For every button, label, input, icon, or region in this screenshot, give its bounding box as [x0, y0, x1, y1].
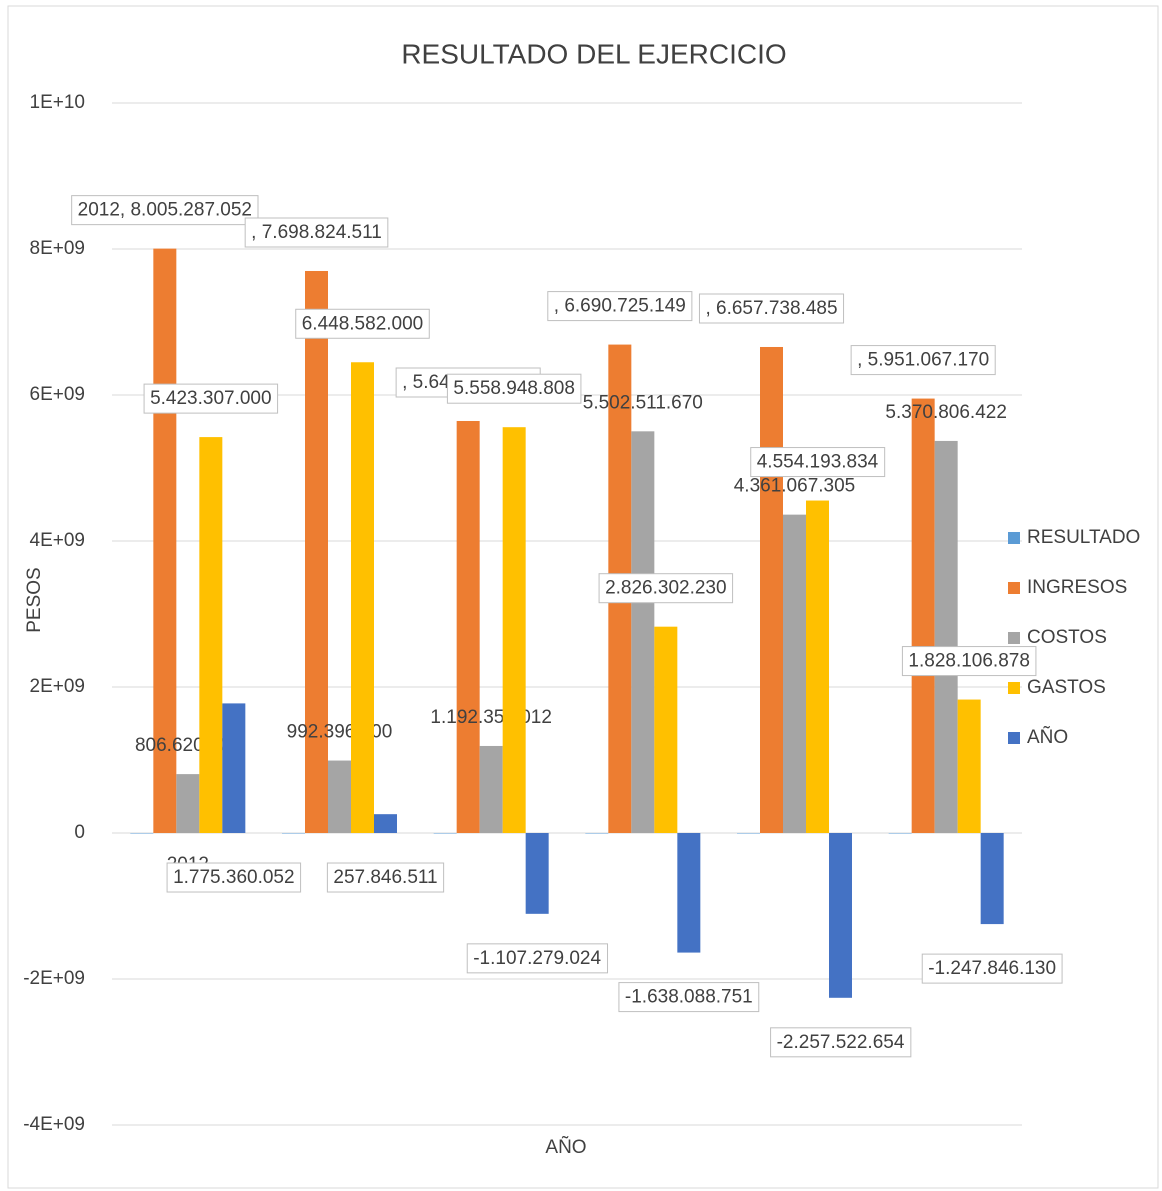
data-label: 2.826.302.230 — [605, 578, 727, 599]
data-label: 5.558.948.808 — [453, 378, 575, 399]
chart-border — [7, 5, 1159, 1189]
data-label: 6.448.582.000 — [302, 313, 424, 334]
data-label: -1.247.846.130 — [928, 958, 1056, 979]
bar — [934, 440, 958, 833]
bar — [130, 833, 154, 834]
data-label-box — [466, 943, 609, 974]
data-label: 2012, 8.005.287.052 — [78, 200, 252, 221]
y-tick-label: 6E+09 — [30, 384, 85, 405]
data-label-box — [698, 293, 845, 324]
legend-label: COSTOS — [1027, 627, 1107, 648]
data-label: , 6.657.738.485 — [705, 298, 837, 319]
data-label: 1.828.106.878 — [908, 651, 1030, 672]
legend-label: INGRESOS — [1027, 577, 1127, 598]
legend-label: GASTOS — [1027, 677, 1106, 698]
chart-title: RESULTADO DEL EJERCICIO — [401, 38, 786, 69]
bar — [351, 362, 374, 833]
bar — [305, 270, 328, 833]
bar — [760, 346, 783, 833]
y-tick-label: 2E+09 — [30, 676, 85, 697]
x-axis-title: AÑO — [545, 1136, 586, 1158]
bar — [374, 814, 397, 833]
data-label: 1.775.360.052 — [173, 867, 295, 888]
bar — [911, 398, 935, 833]
bar — [433, 833, 457, 834]
legend-label: AÑO — [1027, 726, 1068, 748]
bar — [783, 514, 806, 833]
data-label: 5.370.806.422 — [885, 402, 1007, 423]
data-label-box — [295, 308, 430, 339]
data-label: , 7.698.824.511 — [251, 222, 382, 243]
bar — [957, 699, 981, 833]
bar — [585, 833, 609, 834]
data-label-box — [921, 953, 1063, 984]
data-label-box — [71, 195, 259, 226]
legend-swatch — [1008, 582, 1020, 594]
data-label-box — [618, 982, 760, 1013]
data-label: 257.846.511 — [333, 867, 437, 888]
legend-swatch — [1008, 632, 1020, 644]
bar — [806, 500, 829, 833]
data-label: , 5.951.067.170 — [857, 350, 989, 371]
bar — [222, 703, 246, 833]
legend-swatch — [1008, 682, 1020, 694]
data-label-box — [143, 383, 279, 414]
bar — [479, 745, 503, 833]
bar — [456, 420, 480, 833]
y-tick-label: 1E+10 — [30, 92, 85, 113]
legend-label: RESULTADO — [1027, 527, 1140, 548]
data-label-box — [244, 217, 389, 248]
data-label-box — [770, 1027, 912, 1058]
bar — [737, 833, 760, 834]
data-label-box — [850, 345, 996, 376]
bar — [980, 833, 1004, 925]
data-label-box — [750, 447, 886, 478]
legend-swatch — [1008, 532, 1020, 544]
data-label-box — [901, 646, 1037, 677]
y-tick-label: 4E+09 — [30, 530, 85, 551]
y-tick-label: -2E+09 — [23, 968, 85, 989]
data-label: 4.554.193.834 — [757, 452, 879, 473]
data-label: 992.396.000 — [287, 722, 393, 743]
y-tick-label: 0 — [74, 822, 85, 843]
data-label: -1.638.088.751 — [625, 987, 753, 1008]
data-label: 4.361.067.305 — [734, 476, 856, 497]
bar — [829, 833, 852, 998]
data-label: -2.257.522.654 — [777, 1032, 905, 1053]
y-tick-label: -4E+09 — [23, 1114, 85, 1135]
bar — [888, 833, 912, 834]
y-tick-label: 8E+09 — [30, 238, 85, 259]
legend-swatch — [1008, 732, 1020, 744]
data-label-box — [446, 373, 582, 404]
bar — [654, 626, 678, 833]
data-label-box — [326, 862, 445, 893]
bar — [199, 437, 223, 833]
data-label: 5.423.307.000 — [150, 388, 272, 409]
bar — [282, 833, 305, 834]
data-label: -1.107.279.024 — [473, 948, 601, 969]
data-label-box — [166, 862, 302, 893]
bar — [525, 833, 549, 914]
data-label: , 6.690.725.149 — [554, 296, 686, 317]
bar — [176, 774, 200, 833]
bar — [677, 833, 701, 953]
data-label-box — [598, 573, 734, 604]
bar — [328, 760, 351, 833]
bar — [631, 431, 655, 833]
data-label-box — [547, 291, 693, 322]
data-label: 5.502.511.670 — [583, 392, 703, 413]
y-axis-title: PESOS — [24, 567, 45, 632]
bar — [502, 427, 526, 833]
data-label: 1.192.354.012 — [430, 707, 552, 728]
